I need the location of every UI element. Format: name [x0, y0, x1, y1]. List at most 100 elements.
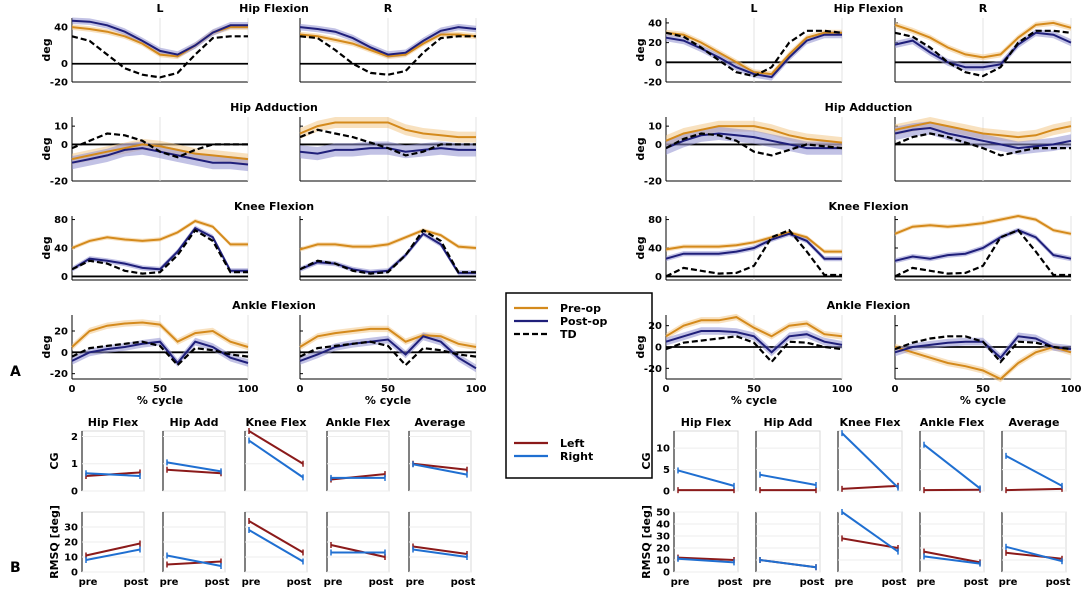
x-tick-label: pre	[160, 577, 179, 588]
summary-subplot: pre post	[835, 509, 907, 588]
series-right-line	[1005, 454, 1063, 487]
series-td-line	[299, 35, 476, 76]
series-right-line	[759, 559, 817, 569]
y-tick-label: 40	[656, 520, 670, 531]
y-tick-label: 0	[61, 272, 68, 283]
category-title: Hip Flex	[88, 416, 139, 429]
y-tick-label: 0	[655, 343, 662, 354]
y-tick-label: 0	[71, 487, 78, 498]
x-tick-label: post	[882, 577, 907, 588]
row-title: Ankle Flexion	[232, 299, 316, 312]
y-tick-label: 0	[655, 140, 662, 151]
series-post-op-line	[299, 26, 477, 56]
series-left-line	[85, 542, 141, 557]
series-left-line	[412, 462, 468, 471]
y-tick-label: 20	[64, 538, 78, 549]
x-tick-label: post	[800, 577, 825, 588]
subplot-frame	[837, 511, 903, 573]
series-left-line	[166, 468, 222, 475]
summary-subplot: pre post	[242, 511, 312, 588]
line-subplot: 0 50 100 % cycle	[892, 315, 1081, 407]
summary-subplot: pre post	[406, 511, 476, 588]
series-post-op-line	[665, 232, 842, 260]
line-subplot: R	[894, 2, 1072, 83]
row-title: Ankle Flexion	[827, 299, 911, 312]
summary-subplot	[837, 430, 903, 492]
side-label: L	[156, 2, 163, 15]
x-tick-label: pre	[835, 577, 854, 588]
row-title: Knee Flexion	[234, 200, 314, 213]
y-tick-label: 1	[71, 459, 78, 470]
y-tick-label: -20	[644, 78, 662, 89]
series-right-line	[677, 469, 735, 487]
series-td-line	[894, 335, 1072, 364]
x-tick-label: pre	[324, 577, 343, 588]
side-label: R	[979, 2, 988, 15]
summary-subplot: pre post	[917, 511, 989, 588]
category-title: Average	[1009, 416, 1060, 429]
series-pre-op-line	[299, 121, 476, 139]
series-post-op-line	[894, 31, 1072, 69]
y-tick-label: 0	[71, 568, 78, 579]
series-left-line	[166, 560, 222, 566]
y-tick-label: 0	[663, 568, 670, 579]
x-tick-label: 0	[297, 384, 304, 395]
series-pre-op-line	[894, 345, 1072, 381]
summary-subplot	[162, 430, 226, 492]
panel-b-label: B	[10, 560, 21, 576]
series-td-line	[665, 228, 842, 278]
y-tick-label: 5	[663, 465, 670, 476]
line-subplot	[894, 213, 1072, 281]
y-tick-label: 40	[54, 23, 68, 34]
series-td-line	[894, 29, 1072, 78]
series-pre-op-line	[299, 229, 477, 251]
category-title: Ankle Flex	[920, 416, 985, 429]
y-tick-label: 0	[61, 59, 68, 70]
x-tick-label: 50	[976, 384, 990, 395]
y-tick-label: 0	[61, 140, 68, 151]
category-title: Knee Flex	[246, 416, 307, 429]
series-td-line	[299, 128, 476, 157]
y-tick-label: -20	[50, 177, 68, 188]
series-left-line	[248, 430, 304, 465]
subplot-frame	[673, 430, 739, 492]
subplot-frame	[162, 430, 226, 492]
series-td-line	[71, 35, 248, 79]
y-axis-label: RMSQ [deg]	[48, 505, 61, 579]
x-tick-label: post	[718, 577, 743, 588]
x-tick-label: pre	[917, 577, 936, 588]
x-tick-label: 50	[747, 384, 761, 395]
summary-subplot	[244, 428, 308, 492]
series-right-line	[677, 557, 735, 564]
x-axis-label: % cycle	[731, 394, 777, 407]
x-tick-label: 100	[466, 384, 487, 395]
series-right-line	[248, 439, 304, 479]
y-axis-label: CG	[640, 452, 653, 469]
summary-subplot: pre post	[753, 511, 825, 588]
x-tick-label: pre	[406, 577, 425, 588]
legend: Pre-op Post-op TD Left Right	[505, 292, 653, 479]
line-subplot	[299, 117, 477, 182]
series-pre-op-line	[665, 31, 842, 76]
post-band	[300, 332, 476, 373]
x-tick-label: pre	[671, 577, 690, 588]
series-left-line	[841, 484, 899, 490]
series-post-op-line	[894, 126, 1072, 150]
line-subplot: R	[299, 2, 477, 83]
summary-subplot	[919, 430, 985, 494]
series-post-op-line	[894, 229, 1072, 262]
series-post-op-line	[71, 19, 248, 56]
series-pre-op-line	[894, 21, 1072, 59]
y-axis-label: deg	[40, 137, 53, 160]
legend-label-post-op: Post-op	[560, 315, 608, 328]
series-right-line	[841, 511, 899, 553]
row-title: Hip Adduction	[230, 101, 318, 114]
series-td-line	[299, 340, 477, 367]
x-axis-label: % cycle	[960, 394, 1006, 407]
series-post-op-line	[665, 132, 842, 150]
summary-subplot	[408, 430, 472, 492]
row-title: Knee Flexion	[828, 200, 908, 213]
x-axis-label: % cycle	[137, 394, 183, 407]
